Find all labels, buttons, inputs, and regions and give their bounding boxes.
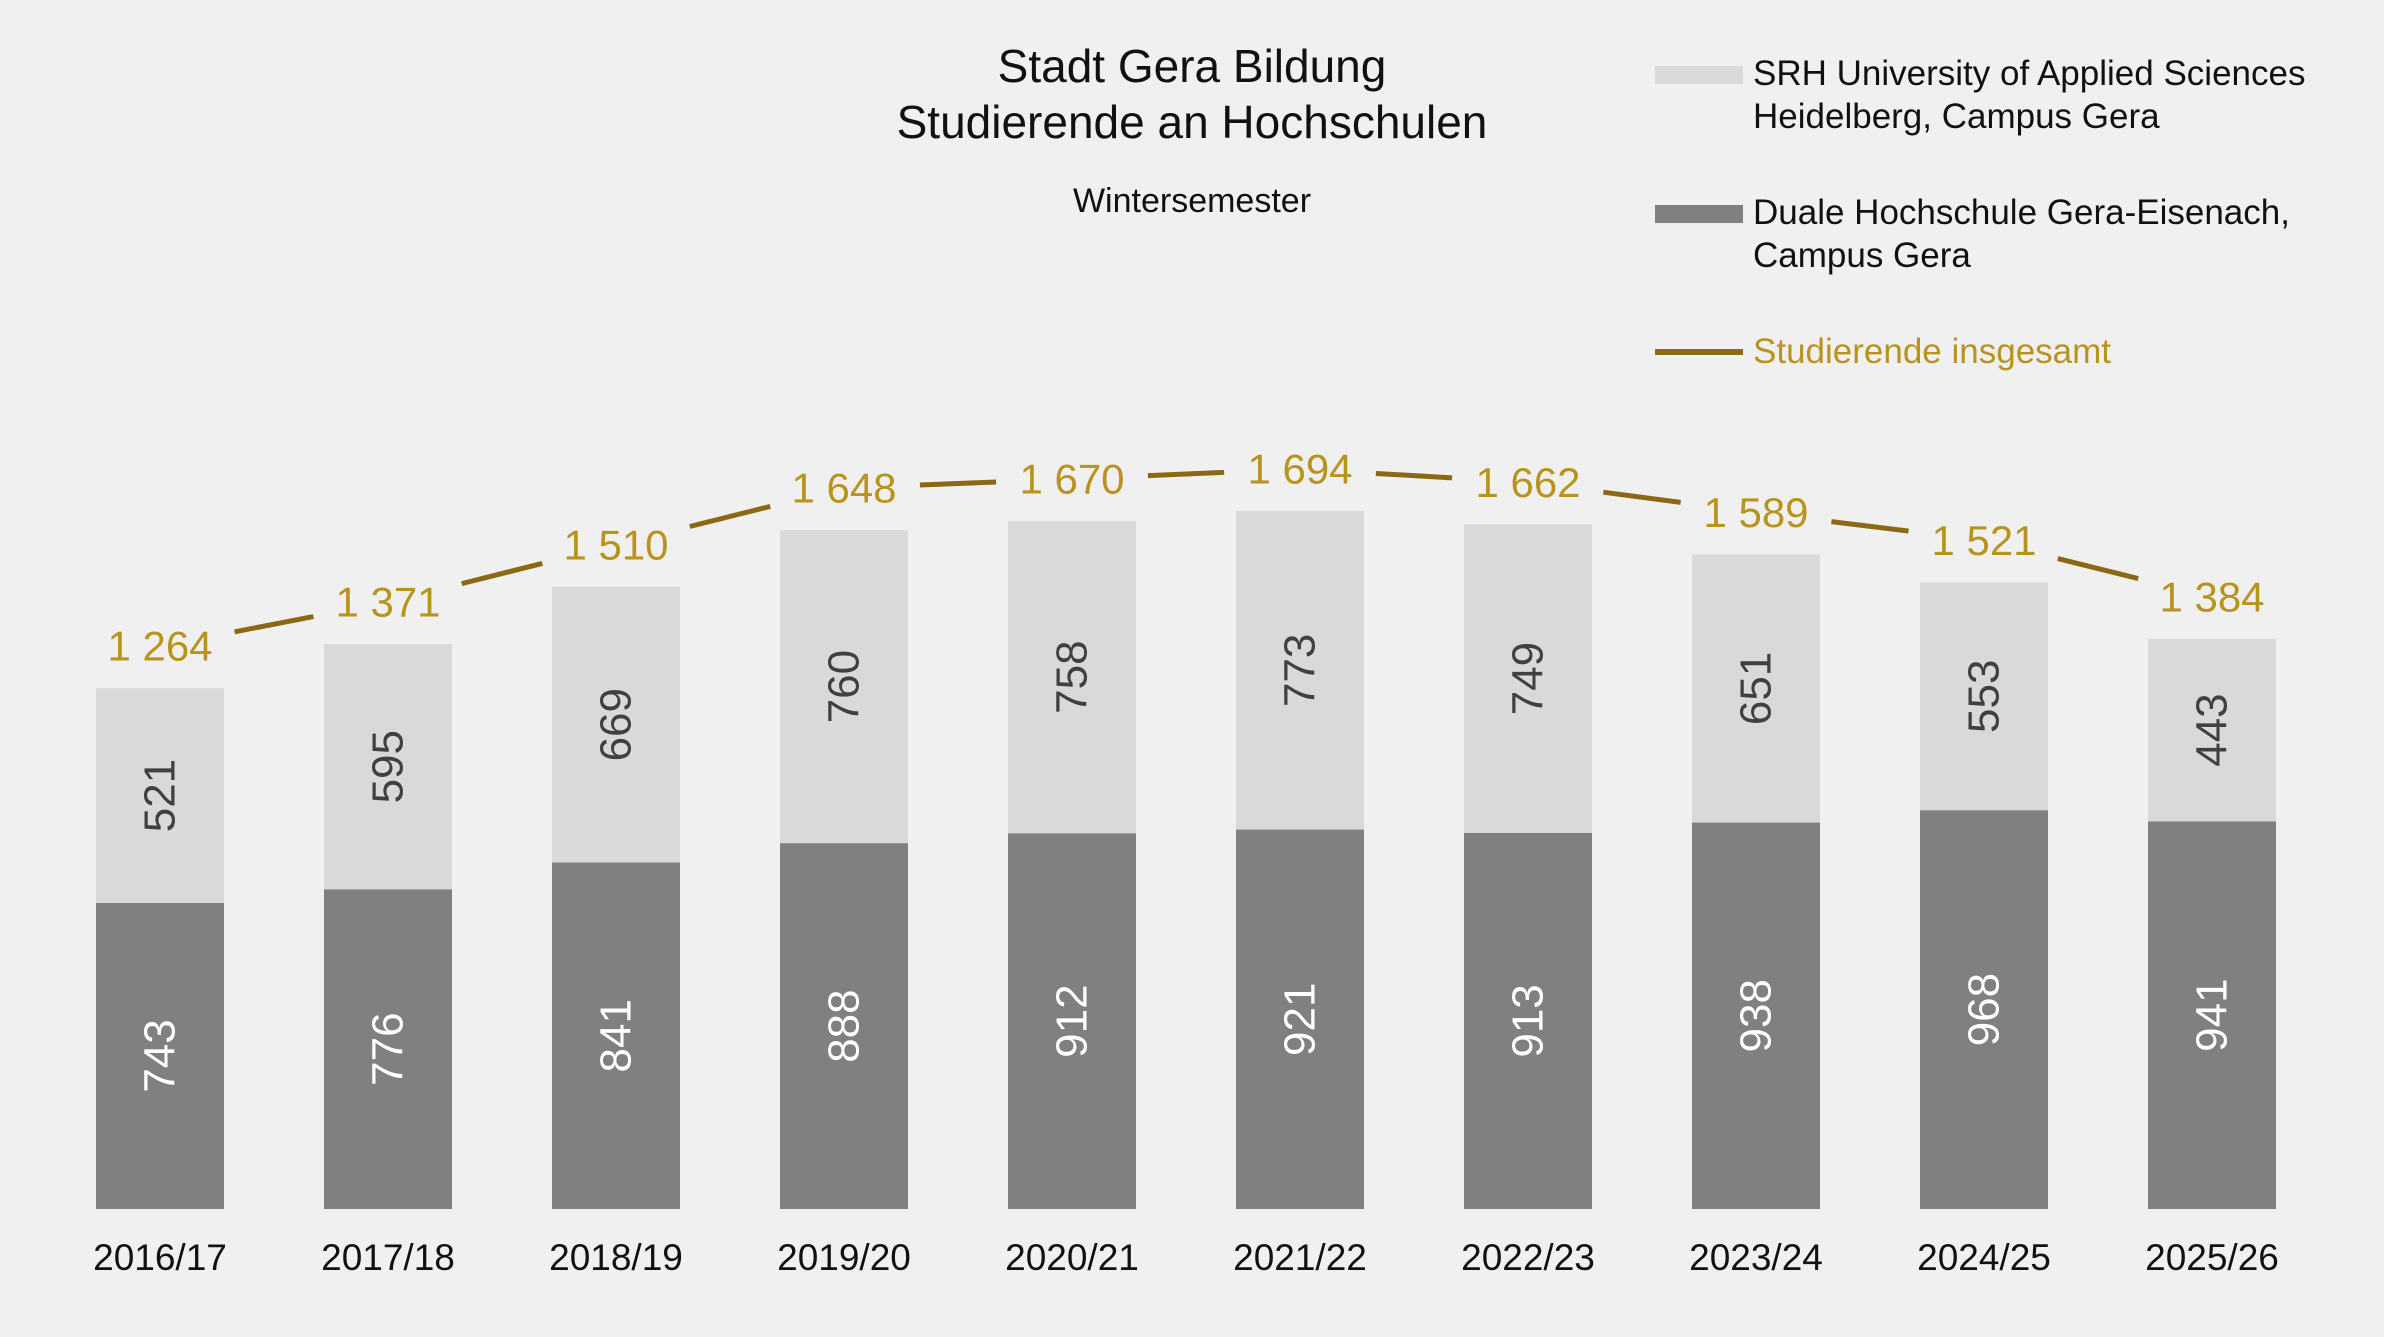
- legend-line-total: [1655, 349, 1743, 355]
- total-label-2022/23: 1 662: [1475, 459, 1580, 506]
- chart-title-line-2: Studierende an Hochschulen: [896, 96, 1488, 148]
- x-tick-label-2021/22: 2021/22: [1233, 1237, 1367, 1278]
- bar-duale-2017/18: [324, 889, 452, 1209]
- legend-label-srh: SRH University of Applied Sciences Heide…: [1753, 52, 2305, 138]
- legend-swatch-srh: [1655, 66, 1743, 84]
- bar-label-srh-2019/20: 760: [820, 650, 869, 723]
- bar-duale-2021/22: [1236, 829, 1364, 1209]
- chart-title: Stadt Gera Bildung Studierende an Hochsc…: [0, 38, 2384, 150]
- total-label-2018/19: 1 510: [563, 521, 668, 568]
- bar-label-srh-2024/25: 553: [1960, 660, 2009, 733]
- legend-label-srh-line-2: Heidelberg, Campus Gera: [1753, 97, 2160, 136]
- bar-duale-2019/20: [780, 843, 908, 1209]
- legend-label-duale-line-1: Duale Hochschule Gera-Eisenach,: [1753, 193, 2290, 232]
- total-line-segment-4: [1147, 469, 1225, 479]
- bar-srh-2023/24: [1692, 554, 1820, 823]
- x-tick-label-2020/21: 2020/21: [1005, 1237, 1139, 1278]
- bar-label-duale-2016/17: 743: [136, 1019, 185, 1092]
- x-tick-label-2018/19: 2018/19: [549, 1237, 683, 1278]
- bar-label-srh-2025/26: 443: [2188, 693, 2237, 766]
- bar-srh-2017/18: [324, 644, 452, 890]
- bar-label-srh-2021/22: 773: [1276, 634, 1325, 707]
- bar-srh-2025/26: [2148, 638, 2276, 822]
- x-tick-label-2022/23: 2022/23: [1461, 1237, 1595, 1278]
- bar-label-duale-2020/21: 912: [1048, 984, 1097, 1057]
- bar-label-srh-2017/18: 595: [364, 730, 413, 803]
- bar-label-duale-2017/18: 776: [364, 1012, 413, 1085]
- bar-srh-2018/19: [552, 586, 680, 863]
- bar-duale-2025/26: [2148, 821, 2276, 1209]
- bar-duale-2018/19: [552, 862, 680, 1209]
- bar-label-srh-2018/19: 669: [592, 688, 641, 761]
- legend-label-total: Studierende insgesamt: [1753, 332, 2111, 371]
- bar-duale-2020/21: [1008, 833, 1136, 1209]
- bar-srh-2019/20: [780, 530, 908, 844]
- chart-title-line-1: Stadt Gera Bildung: [997, 40, 1387, 92]
- bar-duale-2024/25: [1920, 810, 2048, 1209]
- bar-srh-2022/23: [1464, 524, 1592, 833]
- total-line-segment-8: [2057, 556, 2139, 581]
- bar-label-duale-2023/24: 938: [1732, 979, 1781, 1052]
- x-tick-label-2019/20: 2019/20: [777, 1237, 911, 1278]
- bar-duale-2022/23: [1464, 832, 1592, 1209]
- total-label-2025/26: 1 384: [2159, 573, 2264, 620]
- total-line-segment-0: [234, 614, 314, 635]
- legend-swatch-duale: [1655, 205, 1743, 223]
- bar-label-srh-2022/23: 749: [1504, 642, 1553, 715]
- x-tick-label-2016/17: 2016/17: [93, 1237, 227, 1278]
- bar-srh-2021/22: [1236, 511, 1364, 830]
- bar-label-duale-2021/22: 921: [1276, 983, 1325, 1056]
- bar-label-duale-2025/26: 941: [2188, 978, 2237, 1051]
- legend-label-duale: Duale Hochschule Gera-Eisenach, Campus G…: [1753, 191, 2290, 277]
- total-label-2017/18: 1 371: [335, 579, 440, 626]
- bar-label-duale-2018/19: 841: [592, 999, 641, 1072]
- bar-srh-2020/21: [1008, 520, 1136, 834]
- total-line-segment-5: [1375, 470, 1453, 481]
- bar-label-srh-2016/17: 521: [136, 759, 185, 832]
- bar-srh-2016/17: [96, 688, 224, 903]
- x-tick-label-2024/25: 2024/25: [1917, 1237, 2051, 1278]
- chart-subtitle: Wintersemester: [1072, 182, 1312, 220]
- x-tick-label-2017/18: 2017/18: [321, 1237, 455, 1278]
- x-tick-label-2023/24: 2023/24: [1689, 1237, 1823, 1278]
- bar-srh-2024/25: [1920, 582, 2048, 811]
- total-label-2016/17: 1 264: [107, 623, 212, 670]
- total-label-2024/25: 1 521: [1931, 517, 2036, 564]
- bar-label-srh-2020/21: 758: [1048, 640, 1097, 713]
- x-tick-label-2025/26: 2025/26: [2145, 1237, 2279, 1278]
- legend-label-duale-line-2: Campus Gera: [1753, 236, 1971, 275]
- bar-label-duale-2022/23: 913: [1504, 984, 1553, 1057]
- bar-duale-2023/24: [1692, 822, 1820, 1209]
- total-line-segment-3: [919, 479, 997, 488]
- total-label-2019/20: 1 648: [791, 465, 896, 512]
- total-label-2023/24: 1 589: [1703, 489, 1808, 536]
- bar-label-duale-2024/25: 968: [1960, 973, 2009, 1046]
- total-line-segment-2: [689, 503, 771, 529]
- total-line-segment-7: [1831, 519, 1909, 534]
- legend-label-srh-line-1: SRH University of Applied Sciences: [1753, 54, 2306, 93]
- bar-duale-2016/17: [96, 902, 224, 1209]
- total-label-2021/22: 1 694: [1247, 446, 1352, 493]
- bar-label-srh-2023/24: 651: [1732, 652, 1781, 725]
- total-line-segment-1: [461, 560, 543, 587]
- total-label-2020/21: 1 670: [1019, 455, 1124, 502]
- bar-label-duale-2019/20: 888: [820, 989, 869, 1062]
- total-line-segment-6: [1603, 489, 1681, 505]
